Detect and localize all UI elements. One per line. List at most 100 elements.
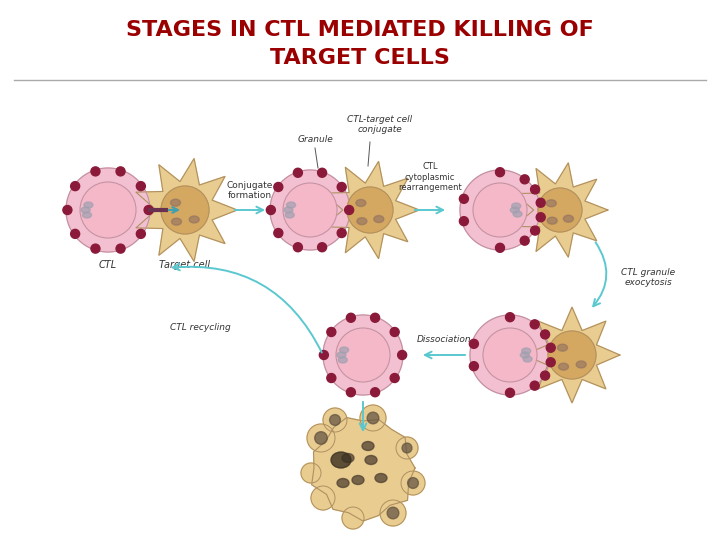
Circle shape [323,408,347,432]
Circle shape [546,357,555,367]
Circle shape [402,443,412,453]
Circle shape [531,226,539,235]
Text: Granule: Granule [297,135,333,144]
Ellipse shape [365,456,377,464]
Ellipse shape [81,207,90,213]
Circle shape [473,183,527,237]
Circle shape [136,230,145,238]
Circle shape [161,186,209,234]
Ellipse shape [521,352,529,358]
Ellipse shape [340,347,348,353]
Text: CTL
cytoplasmic
rearrangement: CTL cytoplasmic rearrangement [398,162,462,192]
Ellipse shape [338,357,347,363]
Circle shape [505,388,515,397]
Circle shape [548,331,596,379]
Ellipse shape [83,212,91,218]
Circle shape [546,343,555,352]
Ellipse shape [357,218,367,225]
Text: CTL: CTL [99,260,117,270]
Circle shape [459,194,469,204]
Polygon shape [136,159,237,261]
Ellipse shape [189,216,199,223]
Text: CTL recycling: CTL recycling [170,323,230,332]
Circle shape [320,350,328,360]
Circle shape [380,500,406,526]
Circle shape [396,437,418,459]
Circle shape [541,330,549,339]
Ellipse shape [287,202,296,208]
Circle shape [505,313,515,322]
Circle shape [337,183,346,192]
Ellipse shape [513,211,522,217]
Circle shape [390,374,399,382]
Circle shape [318,243,327,252]
Circle shape [91,244,100,253]
Ellipse shape [522,348,531,354]
Ellipse shape [352,476,364,484]
Ellipse shape [510,207,519,213]
Circle shape [401,471,425,495]
Polygon shape [524,307,620,403]
Circle shape [495,168,505,177]
Circle shape [318,168,327,177]
Circle shape [274,183,283,192]
Circle shape [371,388,379,397]
Circle shape [307,424,335,452]
Circle shape [283,183,337,237]
Circle shape [495,244,505,252]
Circle shape [536,213,545,222]
Circle shape [345,206,354,214]
Circle shape [294,243,302,252]
Circle shape [520,236,529,245]
Circle shape [80,182,136,238]
Ellipse shape [356,199,366,206]
Ellipse shape [557,344,567,351]
Circle shape [327,374,336,382]
Circle shape [327,327,336,336]
Circle shape [367,412,379,424]
Ellipse shape [374,215,384,222]
Circle shape [360,405,386,431]
Ellipse shape [284,207,293,213]
Circle shape [301,463,321,483]
Circle shape [390,327,399,336]
Circle shape [346,388,356,397]
Circle shape [387,507,399,519]
Circle shape [459,217,469,226]
Text: CTL-target cell
conjugate: CTL-target cell conjugate [348,114,413,134]
Circle shape [311,486,335,510]
Text: Dissociation: Dissociation [417,335,472,344]
Circle shape [336,328,390,382]
Circle shape [144,206,153,214]
Circle shape [408,477,418,488]
Circle shape [91,167,100,176]
Ellipse shape [546,200,557,207]
Text: STAGES IN CTL MEDIATED KILLING OF: STAGES IN CTL MEDIATED KILLING OF [126,20,594,40]
Ellipse shape [564,215,573,222]
Circle shape [541,371,549,380]
Ellipse shape [362,442,374,450]
Circle shape [274,228,283,238]
Circle shape [116,244,125,253]
Text: TARGET CELLS: TARGET CELLS [270,48,450,68]
Circle shape [469,362,478,370]
Text: CTL granule
exocytosis: CTL granule exocytosis [621,268,675,287]
Circle shape [530,381,539,390]
Circle shape [531,185,539,194]
Circle shape [371,313,379,322]
Text: Target cell: Target cell [159,260,210,270]
Polygon shape [324,161,419,259]
Ellipse shape [512,203,521,209]
Ellipse shape [523,356,532,362]
Circle shape [66,168,150,252]
Circle shape [330,415,341,426]
Circle shape [530,320,539,329]
Circle shape [71,181,80,191]
Ellipse shape [337,478,349,488]
Text: Conjugate
formation: Conjugate formation [227,180,273,200]
Circle shape [346,313,356,322]
Circle shape [483,328,537,382]
Circle shape [397,350,407,360]
Ellipse shape [576,361,586,368]
Ellipse shape [84,202,93,208]
